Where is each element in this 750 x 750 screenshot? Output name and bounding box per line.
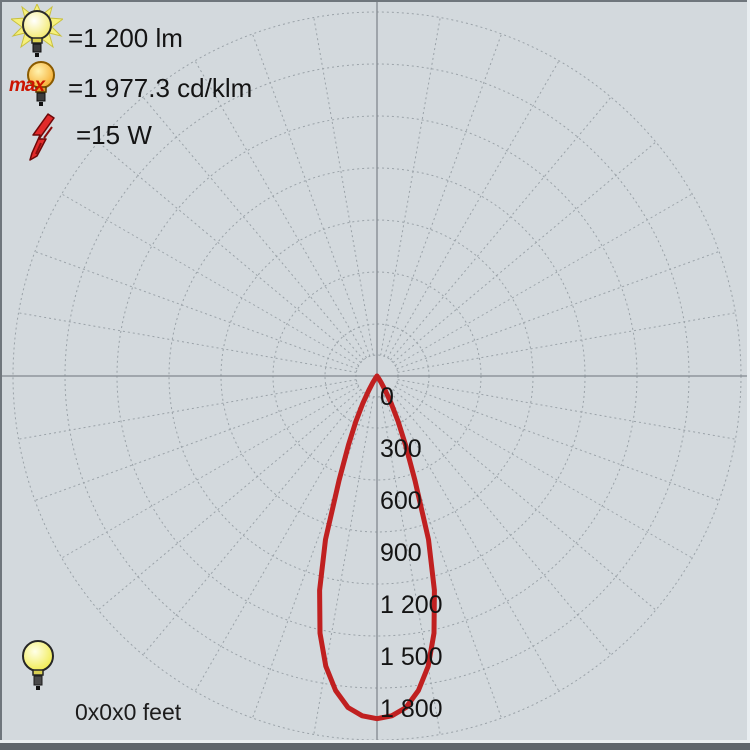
radial-grid-line [313, 17, 374, 356]
radial-grid-line [390, 391, 612, 656]
radial-grid-line [34, 382, 358, 501]
radial-grid-line [34, 251, 358, 370]
radial-grid-line [194, 60, 367, 359]
radial-grid-line [61, 193, 360, 366]
max-label: max [9, 75, 45, 96]
luminaire-size-label: 0x0x0 feet [75, 699, 182, 725]
radial-scale-label: 1 800 [380, 695, 443, 723]
power-value-label: =15 W [76, 120, 152, 150]
radial-grid-line [380, 396, 441, 735]
radial-grid-line [392, 389, 657, 611]
radial-scale-label: 1 500 [380, 643, 443, 671]
radial-grid-line [18, 312, 357, 373]
radial-scale-label: 900 [380, 539, 422, 567]
radial-grid-line [383, 33, 502, 357]
radial-scale-label: 600 [380, 487, 422, 515]
radial-grid-line [396, 251, 720, 370]
bulb-icon [22, 640, 54, 690]
radial-grid-line [387, 60, 560, 359]
radial-grid-line [396, 382, 720, 501]
radial-grid-line [380, 17, 441, 356]
radial-scale-label: 1 200 [380, 591, 443, 619]
bulb-max-icon [27, 61, 55, 106]
lightning-icon [29, 113, 55, 161]
radial-grid-line [97, 141, 362, 363]
max-intensity-value-label: =1 977.3 cd/klm [68, 73, 253, 103]
radial-grid-line [390, 96, 612, 361]
radial-grid-line [18, 379, 357, 440]
flux-value-label: =1 200 lm [68, 23, 183, 53]
radial-grid-line [194, 393, 367, 692]
radial-grid-line [61, 386, 360, 559]
radial-scale-label: 0 [380, 383, 394, 411]
radial-scale-labels: 0 300 600 900 1 200 1 500 1 800 [380, 383, 443, 723]
radial-grid-line [383, 395, 502, 719]
radial-grid-line [392, 141, 657, 363]
intensity-curve [317, 373, 437, 722]
radial-grid-line [142, 391, 364, 656]
radial-grid-line [252, 33, 371, 357]
radial-grid-line [394, 386, 693, 559]
radial-grid-line [252, 395, 371, 719]
radial-grid-line [313, 396, 374, 735]
radial-grid-line [397, 312, 736, 373]
radial-scale-label: 300 [380, 435, 422, 463]
radial-grid-line [97, 389, 362, 611]
bulb-rays-icon [11, 4, 63, 57]
radial-grid-line [397, 379, 736, 440]
radial-grid-line [142, 96, 364, 361]
radial-grid-line [387, 393, 560, 692]
radial-grid-line [394, 193, 693, 366]
